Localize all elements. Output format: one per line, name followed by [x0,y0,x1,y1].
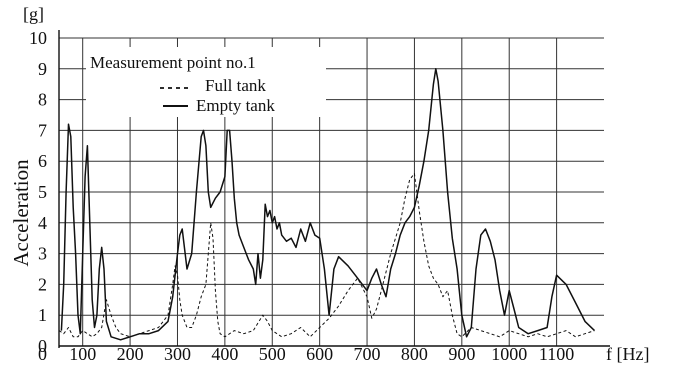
x-tick-label-100: 100 [69,344,96,364]
y-unit-label: [g] [23,4,44,24]
y-tick-label-10: 10 [29,28,47,48]
series-line-1 [60,68,596,341]
x-tick-label-700: 700 [354,344,381,364]
y-tick-label-4: 4 [38,213,47,233]
y-tick-label-7: 7 [38,120,47,140]
legend: Measurement point no.1 Full tank Empty t… [86,47,326,117]
y-tick-label-5: 5 [38,182,47,202]
axes [58,30,610,348]
y-axis-title: Acceleration [9,159,33,267]
y-tick-label-1: 1 [38,305,47,325]
x-tick-label-500: 500 [259,344,286,364]
legend-label-full-tank: Full tank [205,76,266,95]
x-unit-label: f [Hz] [606,344,649,364]
x-tick-label-1100: 1100 [539,344,574,364]
x-tick-label-600: 600 [306,344,333,364]
x-tick-label-0: 0 [38,344,47,364]
x-tick-label-400: 400 [211,344,238,364]
legend-title: Measurement point no.1 [90,53,256,72]
y-tick-label-8: 8 [38,90,47,110]
x-tick-label-200: 200 [117,344,144,364]
x-tick-label-300: 300 [164,344,191,364]
y-tick-label-6: 6 [38,151,47,171]
legend-background [86,47,326,117]
y-tick-label-0: 0 [38,336,47,356]
y-tick-label-9: 9 [38,59,47,79]
legend-label-empty-tank: Empty tank [196,96,275,115]
y-tick-label-3: 3 [38,244,47,264]
y-tick-label-2: 2 [38,274,47,294]
x-tick-label-800: 800 [401,344,428,364]
series-layer [58,68,596,341]
x-tick-label-900: 900 [448,344,475,364]
x-tick-label-1000: 1000 [491,344,527,364]
